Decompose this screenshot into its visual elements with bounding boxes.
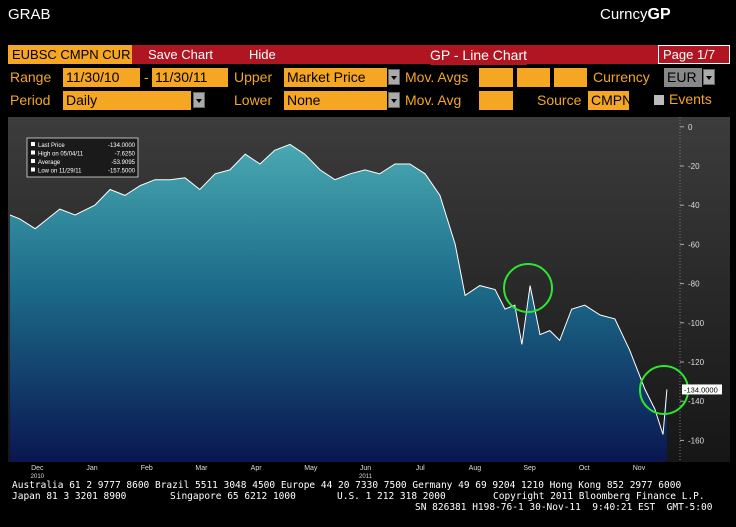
y-tick-label: -80	[688, 280, 700, 289]
stats-box	[26, 137, 139, 178]
x-tick-label: Aug	[469, 465, 482, 472]
dropdown-arrow[interactable]	[193, 92, 205, 108]
footer-session: SN 826381 H198-76-1 30-Nov-11 9:40:21 ES…	[415, 502, 713, 513]
function-code: GP	[647, 6, 671, 23]
stats-label: Low on 11/29/11	[38, 169, 82, 175]
lower-label: Lower	[234, 92, 273, 108]
footer-contact: U.S. 1 212 318 2000	[337, 491, 446, 502]
save-button[interactable]: Save Chart	[148, 45, 214, 64]
stats-swatch	[31, 159, 35, 163]
x-tick-label: Nov	[633, 465, 646, 472]
events-checkbox[interactable]	[654, 95, 664, 105]
end-date[interactable]: 11/30/11	[152, 68, 228, 87]
x-tick-label: Jul	[416, 465, 425, 472]
mov-avg-input[interactable]	[517, 68, 550, 87]
y-tick-label: -20	[688, 162, 700, 171]
source-label: Source	[537, 92, 582, 108]
y-tick-label: 0	[688, 123, 693, 132]
currency-select[interactable]: EUR	[664, 68, 702, 87]
stats-swatch	[31, 150, 35, 155]
hide-button[interactable]: Hide	[249, 45, 276, 64]
dropdown-arrow[interactable]	[703, 69, 715, 85]
x-tick-label: Sep	[523, 465, 536, 472]
x-tick-label: Feb	[141, 465, 153, 472]
period-label: Period	[10, 92, 51, 108]
y-tick-label: -100	[688, 319, 705, 328]
mov-avg-label: Mov. Avg	[405, 92, 462, 108]
year-label: 2010	[31, 474, 45, 480]
source-input[interactable]: CMPN	[588, 91, 632, 110]
mov-avg-input[interactable]	[554, 68, 587, 87]
currency-label: Currency	[593, 69, 650, 85]
last-price-tag	[682, 384, 722, 395]
x-tick-label: Jan	[86, 465, 97, 472]
footer-contact: Japan 81 3 3201 8900	[12, 491, 127, 502]
stats-value: -7.6250	[115, 152, 136, 158]
y-tick-label: -120	[688, 358, 705, 367]
stats-label: High on 05/04/11	[38, 152, 84, 158]
y-tick-label: -140	[688, 397, 705, 406]
highlight-circle	[503, 263, 553, 313]
stats-swatch	[31, 142, 35, 146]
function-name: GRAB	[8, 6, 51, 23]
x-tick-label: Dec	[31, 465, 44, 472]
page-indicator[interactable]: Page 1/7	[658, 45, 730, 64]
x-tick-label: Apr	[251, 465, 263, 472]
stats-value: -157.5000	[108, 169, 136, 175]
year-label: 2011	[359, 474, 373, 480]
dropdown-arrow[interactable]	[388, 92, 400, 108]
market-sector: CurncyGP	[600, 6, 671, 24]
last-price-label: -134.0000	[684, 385, 718, 394]
mov-avgs-label: Mov. Avgs	[405, 69, 469, 85]
footer-contact: Singapore 65 6212 1000	[170, 491, 296, 502]
stats-label: Last Price	[38, 143, 65, 149]
footer-copyright: Copyright 2011 Bloomberg Finance L.P.	[493, 491, 705, 502]
start-date[interactable]: 11/30/10	[63, 68, 140, 87]
period-select[interactable]: Daily	[63, 91, 191, 110]
footer-line: Australia 61 2 9777 8600 Brazil 5511 304…	[12, 480, 682, 491]
range-label: Range	[10, 69, 52, 85]
stats-value: -53.9095	[111, 160, 135, 166]
y-tick-label: -160	[688, 436, 705, 445]
x-tick-label: Jun	[360, 465, 371, 472]
toolbar-title: GP - Line Chart	[430, 46, 528, 65]
stats-value: -134.0000	[108, 143, 136, 149]
y-tick-label: -60	[688, 240, 700, 249]
x-tick-label: Mar	[195, 465, 208, 472]
range-dash: -	[144, 69, 149, 85]
events-label: Events	[669, 91, 712, 107]
dropdown-arrow[interactable]	[388, 69, 400, 85]
stats-label: Average	[38, 160, 61, 166]
x-tick-label: Oct	[579, 465, 590, 472]
stats-swatch	[31, 167, 35, 172]
sector: Curncy	[600, 6, 648, 23]
ticker[interactable]: EUBSC CMPN CUR	[8, 45, 132, 64]
y-tick-label: -40	[688, 201, 700, 210]
upper-label: Upper	[234, 69, 273, 85]
upper-select[interactable]: Market Price	[284, 68, 387, 87]
area	[10, 144, 667, 462]
lower-select[interactable]: None	[284, 91, 387, 110]
x-tick-label: May	[304, 465, 318, 472]
mov-avg-input[interactable]	[479, 91, 513, 110]
line	[9, 143, 668, 435]
mov-avg-input[interactable]	[479, 68, 513, 87]
